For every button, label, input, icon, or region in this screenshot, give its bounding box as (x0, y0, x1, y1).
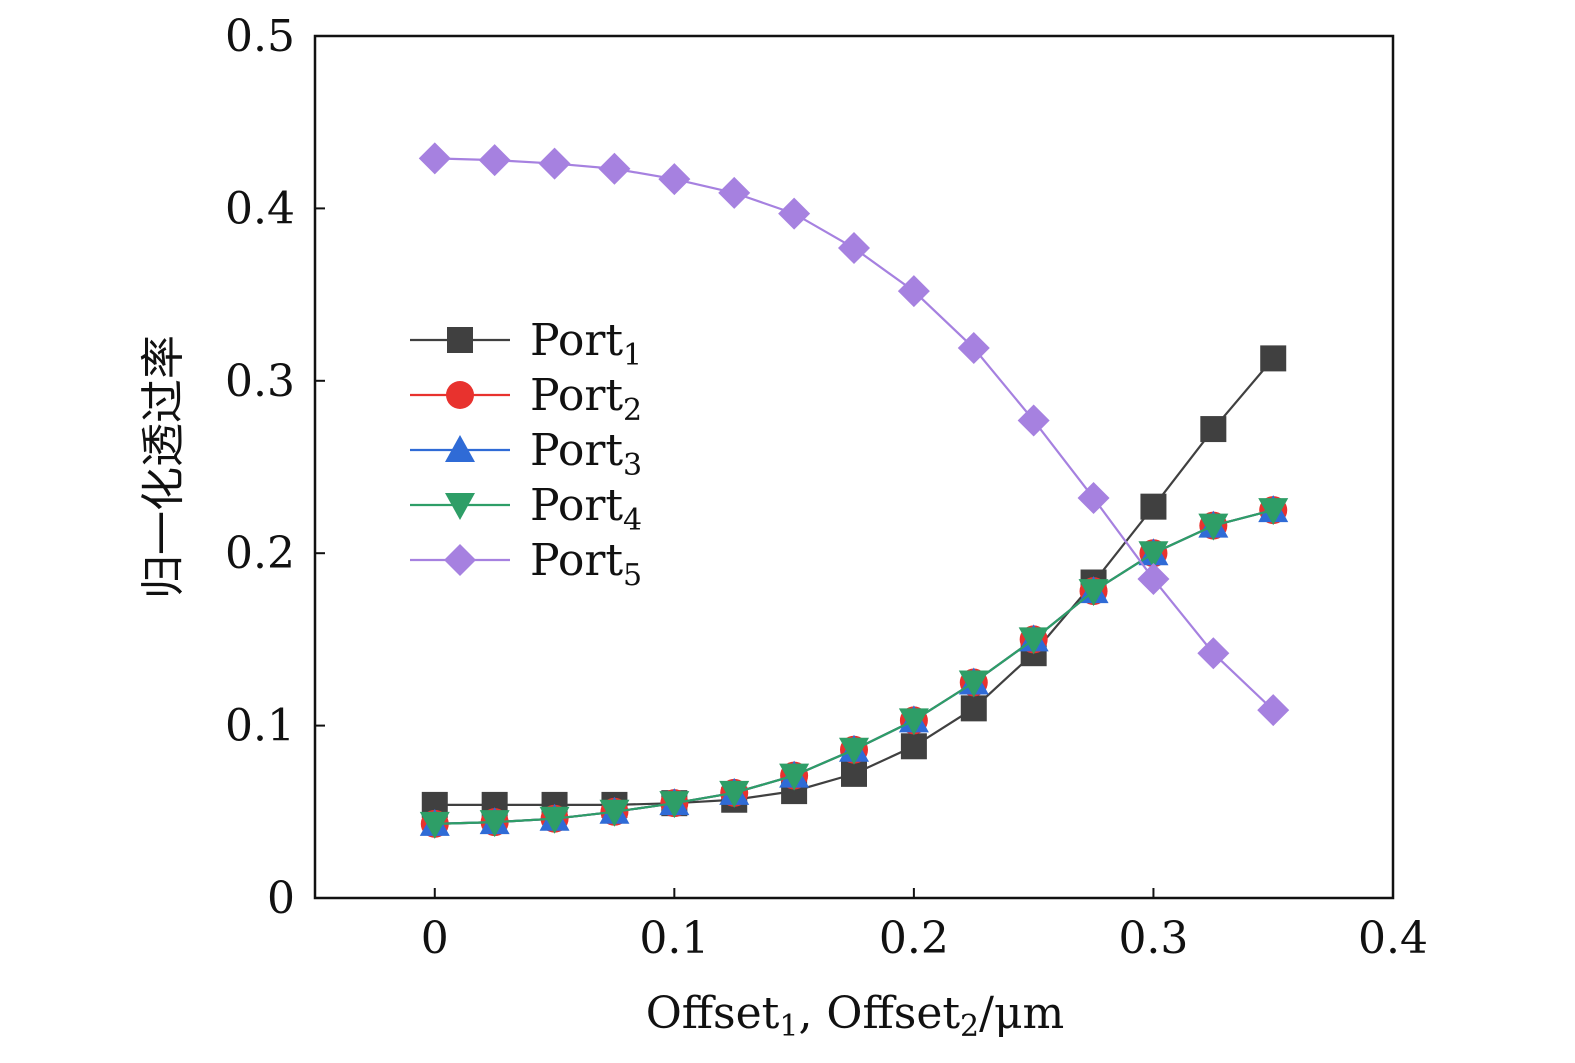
data-point (779, 763, 810, 791)
y-tick-label: 0.1 (225, 701, 295, 752)
x-title-text: /μm (979, 988, 1064, 1039)
x-tick-label: 0 (421, 913, 449, 964)
data-point (598, 152, 631, 185)
legend-label: Port3 (530, 425, 642, 483)
legend-label-text: Port (530, 425, 623, 476)
x-axis: 0 0.1 0.2 0.3 0.4 (421, 888, 1428, 964)
data-point (1258, 498, 1289, 526)
legend-item: Port5 (410, 535, 642, 593)
x-axis-title: Offset1, Offset2/μm (646, 988, 1065, 1044)
legend-label-subscript: 2 (623, 393, 642, 428)
legend-marker (446, 381, 474, 409)
series-port5 (418, 142, 1290, 727)
data-point (1200, 416, 1227, 443)
data-point (1197, 637, 1230, 670)
x-tick-label: 0.2 (879, 913, 949, 964)
y-tick-label: 0 (267, 873, 295, 924)
data-point (719, 780, 750, 808)
data-point (1138, 541, 1169, 569)
data-point (957, 332, 990, 365)
legend-label-subscript: 5 (623, 558, 642, 593)
data-point (599, 799, 630, 827)
x-title-text: , Offset (798, 988, 960, 1039)
legend-label-subscript: 3 (623, 448, 642, 483)
data-point (479, 810, 510, 838)
data-point (1077, 482, 1110, 515)
x-title-text: Offset (646, 988, 780, 1039)
data-point (839, 737, 869, 765)
data-point (419, 811, 450, 839)
x-tick-label: 0.1 (639, 913, 709, 964)
legend-label-text: Port (530, 370, 623, 421)
legend-marker (444, 544, 476, 576)
data-point (1257, 694, 1290, 727)
data-point (898, 708, 929, 736)
data-point (1137, 563, 1170, 596)
data-point (1078, 579, 1109, 607)
data-point (1018, 627, 1049, 655)
y-tick-label: 0.4 (225, 183, 295, 234)
legend-label: Port1 (530, 315, 642, 373)
plot-frame (313, 34, 1395, 900)
data-point (841, 760, 867, 787)
y-tick-label: 0.5 (225, 11, 295, 62)
legend-item: Port3 (410, 425, 642, 483)
data-point (478, 144, 511, 177)
data-point (958, 670, 989, 698)
data-point (897, 275, 930, 308)
legend-label: Port2 (530, 370, 642, 428)
data-point (1198, 513, 1229, 541)
legend-item: Port2 (410, 370, 642, 428)
legend-label: Port4 (530, 480, 642, 538)
data-point (1140, 493, 1167, 520)
data-point (538, 147, 571, 180)
y-tick-label: 0.3 (225, 356, 295, 407)
data-point (960, 695, 987, 722)
legend-item: Port4 (410, 480, 642, 538)
y-axis: 0 0.1 0.2 0.3 0.4 0.5 (225, 11, 325, 924)
x-tick-label: 0.3 (1118, 913, 1188, 964)
data-point (659, 791, 690, 819)
x-title-subscript: 1 (779, 1009, 798, 1044)
data-point (838, 232, 870, 265)
data-point (1260, 345, 1287, 372)
data-point (658, 163, 691, 196)
data-point (539, 806, 570, 834)
data-point (718, 176, 751, 209)
legend-label: Port5 (530, 535, 642, 593)
x-tick-label: 0.4 (1358, 913, 1428, 964)
data-point (778, 197, 811, 230)
legend-item: Port1 (410, 315, 642, 373)
data-point (418, 142, 451, 175)
legend-marker (447, 327, 473, 353)
legend-marker (445, 493, 475, 520)
legend-label-text: Port (530, 535, 623, 586)
legend-label-subscript: 1 (623, 338, 642, 373)
series-layer (418, 142, 1290, 839)
legend-label-subscript: 4 (623, 503, 642, 538)
legend-label-text: Port (530, 315, 623, 366)
legend-marker (445, 435, 475, 462)
legend-label-text: Port (530, 480, 623, 531)
series-port4 (419, 498, 1289, 839)
y-tick-label: 0.2 (225, 528, 295, 579)
data-point (900, 733, 927, 760)
data-point (1017, 404, 1050, 437)
y-axis-title: 归一化透过率 (138, 335, 189, 599)
x-title-subscript: 2 (960, 1009, 979, 1044)
